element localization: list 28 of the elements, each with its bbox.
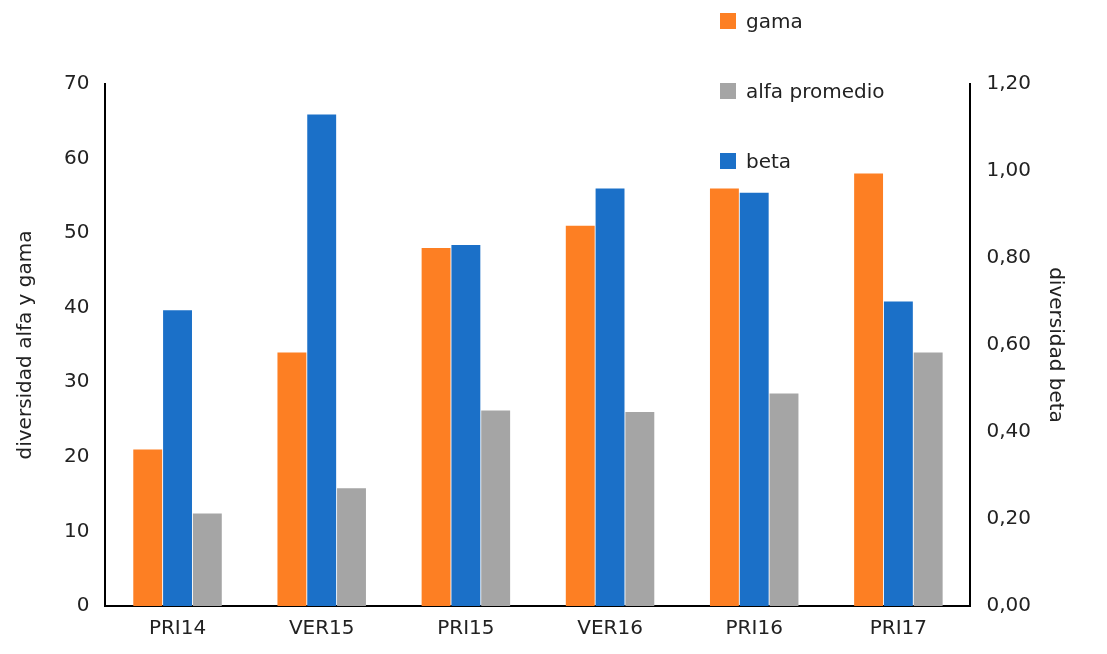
y-tick-label: 10: [64, 517, 90, 542]
x-tick-label: PRI17: [869, 615, 928, 640]
x-tick-label: VER16: [577, 615, 643, 640]
legend-label: gama: [746, 9, 803, 33]
y2-axis-title: diversidad beta: [1044, 267, 1069, 423]
y-tick-label: 30: [64, 368, 90, 393]
legend-label: alfa promedio: [746, 79, 885, 103]
y-tick-label: 50: [64, 219, 90, 244]
y-tick-label: 20: [64, 443, 90, 468]
x-tick-label: PRI14: [148, 615, 207, 640]
y2-tick-label: 1,20: [986, 70, 1031, 95]
bar: [192, 513, 222, 606]
legend-label: beta: [746, 149, 792, 173]
bar: [337, 488, 366, 606]
y2-tick-label: 0,80: [986, 244, 1031, 269]
y-axis-title: diversidad alfa y gama: [12, 230, 37, 460]
y-tick-label: 60: [64, 144, 90, 169]
x-tick-label: PRI15: [437, 615, 495, 640]
y2-tick-label: 0,20: [986, 505, 1031, 530]
y2-tick-label: 0,40: [986, 418, 1031, 443]
x-tick-label: PRI16: [725, 615, 783, 640]
y-tick-label: 0: [76, 592, 90, 617]
y-tick-label: 70: [64, 70, 90, 95]
x-tick-label: VER15: [288, 615, 355, 640]
y2-tick-label: 0,60: [986, 331, 1031, 356]
y-tick-label: 40: [64, 293, 90, 318]
y2-tick-label: 1,00: [986, 157, 1031, 182]
y2-tick-label: 0,00: [986, 592, 1031, 617]
